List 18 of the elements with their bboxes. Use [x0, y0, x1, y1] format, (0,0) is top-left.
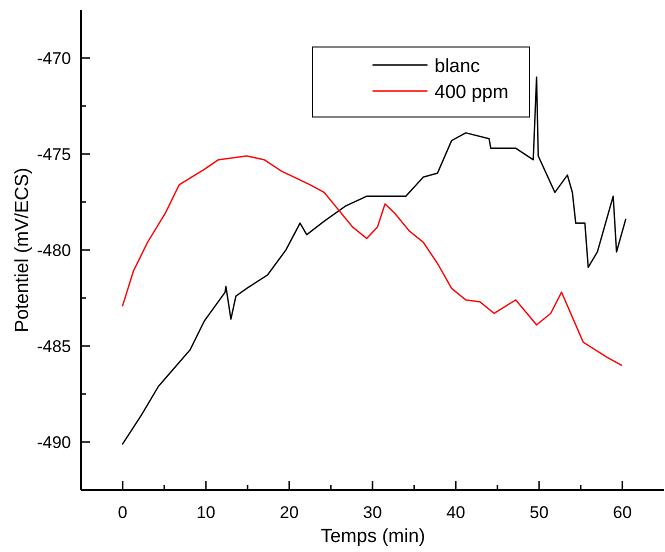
x-tick-label: 30 — [363, 503, 382, 522]
x-axis-title: Temps (min) — [320, 526, 426, 547]
x-tick-label: 20 — [280, 503, 299, 522]
y-axis-title: Potentiel (mV/ECS) — [12, 168, 33, 332]
y-tick-label: -480 — [36, 241, 71, 260]
x-tick-label: 40 — [446, 503, 466, 522]
x-tick-label: 0 — [118, 503, 128, 522]
y-tick-label: -485 — [36, 337, 71, 356]
y-tick-label: -490 — [36, 433, 71, 452]
y-tick-label: -475 — [36, 145, 71, 164]
x-tick-label: 10 — [196, 503, 216, 522]
x-tick-label: 60 — [612, 503, 632, 522]
legend-label: 400 ppm — [434, 82, 508, 103]
x-tick-label: 50 — [530, 503, 549, 522]
legend-label: blanc — [434, 56, 480, 77]
line-series — [122, 155, 622, 366]
line-series — [122, 76, 626, 445]
y-tick-label: -470 — [36, 49, 71, 68]
